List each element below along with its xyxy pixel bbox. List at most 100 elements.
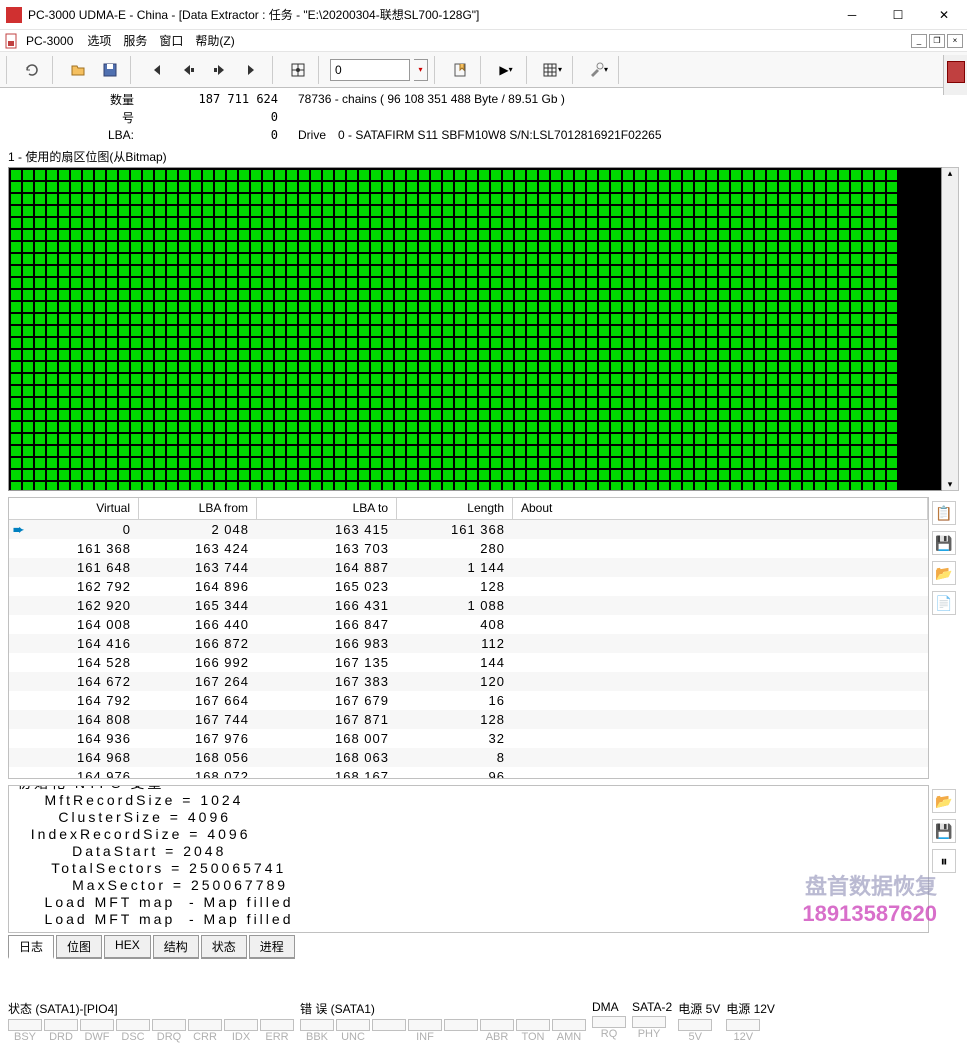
bitmap-cell[interactable] xyxy=(286,397,298,409)
bitmap-cell[interactable] xyxy=(754,433,766,445)
bitmap-cell[interactable] xyxy=(478,241,490,253)
bitmap-cell[interactable] xyxy=(754,205,766,217)
bitmap-cell[interactable] xyxy=(70,349,82,361)
bitmap-cell[interactable] xyxy=(178,397,190,409)
bitmap-cell[interactable] xyxy=(70,361,82,373)
bitmap-cell[interactable] xyxy=(838,193,850,205)
bitmap-cell[interactable] xyxy=(802,397,814,409)
bitmap-cell[interactable] xyxy=(562,409,574,421)
bitmap-cell[interactable] xyxy=(310,241,322,253)
bitmap-cell[interactable] xyxy=(346,181,358,193)
bitmap-cell[interactable] xyxy=(634,301,646,313)
bitmap-cell[interactable] xyxy=(466,445,478,457)
bitmap-cell[interactable] xyxy=(214,385,226,397)
bitmap-cell[interactable] xyxy=(886,457,898,469)
bitmap-cell[interactable] xyxy=(574,241,586,253)
bitmap-cell[interactable] xyxy=(778,289,790,301)
prev-button[interactable] xyxy=(174,56,202,84)
bitmap-cell[interactable] xyxy=(550,481,562,491)
bitmap-cell[interactable] xyxy=(706,433,718,445)
bitmap-cell[interactable] xyxy=(298,289,310,301)
bitmap-cell[interactable] xyxy=(574,205,586,217)
bitmap-cell[interactable] xyxy=(250,397,262,409)
bitmap-cell[interactable] xyxy=(106,217,118,229)
bitmap-cell[interactable] xyxy=(106,433,118,445)
bitmap-cell[interactable] xyxy=(22,349,34,361)
last-button[interactable] xyxy=(238,56,266,84)
bitmap-cell[interactable] xyxy=(742,421,754,433)
table-row[interactable]: 164 808 167 744 167 871 128 xyxy=(9,710,928,729)
bitmap-cell[interactable] xyxy=(682,349,694,361)
bitmap-cell[interactable] xyxy=(682,229,694,241)
bitmap-cell[interactable] xyxy=(286,277,298,289)
bitmap-cell[interactable] xyxy=(46,373,58,385)
bitmap-cell[interactable] xyxy=(10,265,22,277)
bitmap-cell[interactable] xyxy=(70,289,82,301)
bitmap-cell[interactable] xyxy=(358,397,370,409)
bitmap-cell[interactable] xyxy=(802,469,814,481)
bitmap-cell[interactable] xyxy=(334,313,346,325)
bitmap-cell[interactable] xyxy=(598,193,610,205)
bitmap-cell[interactable] xyxy=(790,301,802,313)
bitmap-cell[interactable] xyxy=(190,469,202,481)
bitmap-cell[interactable] xyxy=(382,481,394,491)
bitmap-cell[interactable] xyxy=(58,349,70,361)
bitmap-cell[interactable] xyxy=(430,325,442,337)
bitmap-cell[interactable] xyxy=(682,289,694,301)
bitmap-cell[interactable] xyxy=(166,229,178,241)
bitmap-cell[interactable] xyxy=(718,241,730,253)
bitmap-cell[interactable] xyxy=(94,265,106,277)
bitmap-cell[interactable] xyxy=(22,325,34,337)
bitmap-cell[interactable] xyxy=(874,337,886,349)
bitmap-cell[interactable] xyxy=(214,241,226,253)
bitmap-cell[interactable] xyxy=(466,421,478,433)
bitmap-cell[interactable] xyxy=(34,325,46,337)
bitmap-grid[interactable] xyxy=(8,167,942,491)
bitmap-cell[interactable] xyxy=(106,313,118,325)
bitmap-cell[interactable] xyxy=(658,373,670,385)
bitmap-cell[interactable] xyxy=(334,337,346,349)
bitmap-cell[interactable] xyxy=(862,361,874,373)
bitmap-cell[interactable] xyxy=(238,253,250,265)
bitmap-cell[interactable] xyxy=(514,229,526,241)
play-button[interactable]: ▶ ▾ xyxy=(492,56,520,84)
bitmap-cell[interactable] xyxy=(238,409,250,421)
bitmap-cell[interactable] xyxy=(214,277,226,289)
bitmap-cell[interactable] xyxy=(718,169,730,181)
bitmap-cell[interactable] xyxy=(82,433,94,445)
bitmap-cell[interactable] xyxy=(658,217,670,229)
bitmap-cell[interactable] xyxy=(838,337,850,349)
bitmap-cell[interactable] xyxy=(802,277,814,289)
bitmap-cell[interactable] xyxy=(646,433,658,445)
bitmap-cell[interactable] xyxy=(622,217,634,229)
bitmap-cell[interactable] xyxy=(574,349,586,361)
bitmap-cell[interactable] xyxy=(238,325,250,337)
bitmap-cell[interactable] xyxy=(274,397,286,409)
bitmap-cell[interactable] xyxy=(670,337,682,349)
bitmap-cell[interactable] xyxy=(514,289,526,301)
bitmap-cell[interactable] xyxy=(226,469,238,481)
bitmap-cell[interactable] xyxy=(514,313,526,325)
bitmap-cell[interactable] xyxy=(514,457,526,469)
bitmap-cell[interactable] xyxy=(730,241,742,253)
bitmap-cell[interactable] xyxy=(310,277,322,289)
bitmap-cell[interactable] xyxy=(874,385,886,397)
bitmap-cell[interactable] xyxy=(718,373,730,385)
bitmap-cell[interactable] xyxy=(670,373,682,385)
bitmap-cell[interactable] xyxy=(622,277,634,289)
bitmap-cell[interactable] xyxy=(394,457,406,469)
bitmap-cell[interactable] xyxy=(598,241,610,253)
bitmap-cell[interactable] xyxy=(730,421,742,433)
bitmap-cell[interactable] xyxy=(22,301,34,313)
bitmap-cell[interactable] xyxy=(886,289,898,301)
bitmap-cell[interactable] xyxy=(514,409,526,421)
bitmap-cell[interactable] xyxy=(178,481,190,491)
bitmap-cell[interactable] xyxy=(334,457,346,469)
bitmap-cell[interactable] xyxy=(58,313,70,325)
bitmap-cell[interactable] xyxy=(586,313,598,325)
bitmap-cell[interactable] xyxy=(814,229,826,241)
bitmap-cell[interactable] xyxy=(442,373,454,385)
bitmap-cell[interactable] xyxy=(574,325,586,337)
bitmap-cell[interactable] xyxy=(34,313,46,325)
bitmap-cell[interactable] xyxy=(586,301,598,313)
